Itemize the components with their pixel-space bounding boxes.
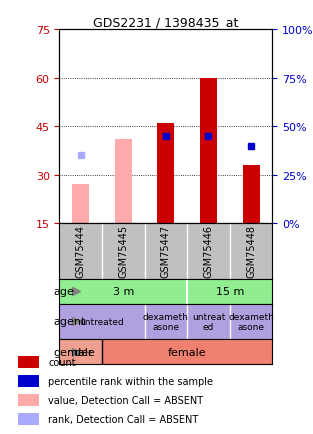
- Bar: [18, 375, 39, 387]
- Text: 15 m: 15 m: [216, 286, 244, 296]
- Text: dexameth
asone: dexameth asone: [228, 312, 274, 332]
- Text: count: count: [48, 357, 76, 367]
- Text: percentile rank within the sample: percentile rank within the sample: [48, 376, 213, 386]
- Title: GDS2231 / 1398435_at: GDS2231 / 1398435_at: [93, 16, 239, 29]
- Text: agent: agent: [53, 317, 85, 327]
- Bar: [243, 166, 259, 224]
- Text: GSM75445: GSM75445: [118, 225, 128, 278]
- Text: GSM75448: GSM75448: [246, 225, 256, 278]
- Bar: [18, 394, 39, 406]
- Text: 3 m: 3 m: [113, 286, 134, 296]
- Bar: [18, 356, 39, 368]
- Bar: [115, 140, 132, 224]
- Text: value, Detection Call = ABSENT: value, Detection Call = ABSENT: [48, 395, 203, 405]
- Text: age: age: [53, 286, 74, 296]
- Text: GSM75447: GSM75447: [161, 225, 171, 278]
- Text: GSM75446: GSM75446: [203, 225, 213, 278]
- Text: rank, Detection Call = ABSENT: rank, Detection Call = ABSENT: [48, 414, 198, 424]
- Text: male: male: [67, 347, 95, 357]
- Text: female: female: [168, 347, 207, 357]
- Bar: [157, 124, 174, 224]
- Text: untreat
ed: untreat ed: [192, 312, 225, 332]
- Text: dexameth
asone: dexameth asone: [143, 312, 189, 332]
- Text: GSM75444: GSM75444: [76, 225, 86, 278]
- Bar: [200, 79, 217, 224]
- Bar: [59, 340, 102, 365]
- Bar: [18, 413, 39, 425]
- Text: gender: gender: [53, 347, 93, 357]
- Bar: [72, 185, 89, 224]
- Text: untreated: untreated: [80, 317, 124, 326]
